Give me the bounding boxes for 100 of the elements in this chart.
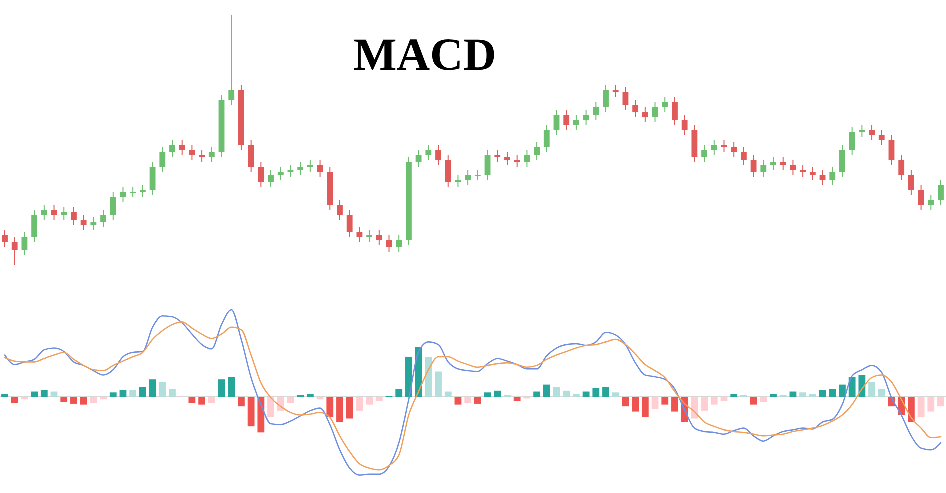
- candlestick: [888, 134, 895, 166]
- candlestick: [721, 140, 728, 153]
- candlestick: [228, 14, 235, 106]
- bar: [425, 356, 432, 397]
- candlestick: [160, 147, 166, 173]
- bar: [632, 397, 640, 412]
- candlestick: [750, 154, 757, 178]
- candlestick: [248, 140, 254, 173]
- bar: [2, 394, 8, 397]
- candlestick: [61, 207, 68, 220]
- candlestick: [731, 142, 738, 158]
- bar: [40, 390, 48, 397]
- candlestick: [80, 214, 87, 230]
- bar: [750, 397, 758, 405]
- bar: [316, 397, 324, 400]
- candlestick: [474, 170, 481, 180]
- bar: [790, 392, 797, 397]
- candlestick: [100, 210, 106, 228]
- candlestick: [317, 160, 324, 178]
- bar: [662, 397, 669, 405]
- bar: [90, 397, 98, 404]
- candlestick: [869, 124, 875, 140]
- candlestick: [2, 230, 8, 248]
- candlestick: [366, 230, 373, 243]
- candlestick: [800, 164, 806, 178]
- bar: [720, 397, 728, 402]
- bar: [60, 397, 68, 402]
- candlestick: [780, 157, 786, 170]
- bar: [829, 389, 836, 397]
- candlestick: [908, 170, 914, 196]
- bar: [612, 392, 620, 397]
- candlestick: [938, 180, 944, 206]
- candlestick: [711, 140, 718, 156]
- candlestick: [337, 200, 343, 220]
- bar: [258, 397, 265, 433]
- candlestick: [41, 204, 48, 220]
- candlestick: [51, 204, 58, 220]
- candlestick: [465, 170, 472, 186]
- candlestick: [760, 160, 767, 178]
- bar: [169, 389, 176, 397]
- bar: [248, 397, 255, 427]
- bar: [553, 387, 560, 397]
- candlestick: [396, 234, 402, 253]
- bar: [878, 389, 886, 397]
- bar: [306, 394, 314, 397]
- bar: [563, 390, 570, 397]
- bar: [582, 392, 590, 397]
- candlestick: [593, 102, 600, 120]
- candlestick: [849, 127, 856, 156]
- candlestick: [544, 124, 550, 153]
- candlestick: [820, 170, 826, 186]
- candlestick: [445, 154, 452, 188]
- bar: [238, 397, 245, 407]
- candlestick: [189, 144, 196, 160]
- bar: [326, 397, 334, 418]
- candlestick: [810, 167, 816, 180]
- bar: [543, 384, 550, 397]
- bar: [691, 397, 698, 419]
- bar: [592, 388, 600, 397]
- bar: [868, 382, 876, 397]
- candlestick: [682, 114, 688, 136]
- candlestick: [928, 194, 934, 210]
- bar: [908, 397, 915, 422]
- candlestick: [32, 210, 38, 243]
- candlestick: [426, 144, 432, 160]
- candlestick: [494, 150, 501, 163]
- bar: [159, 382, 166, 397]
- bar: [484, 392, 492, 397]
- candlestick: [918, 184, 924, 210]
- candlestick: [307, 160, 314, 173]
- candlestick: [199, 150, 206, 163]
- candlestick: [564, 110, 570, 130]
- bar: [514, 397, 521, 402]
- candlestick: [386, 234, 392, 253]
- bar: [396, 389, 403, 397]
- candlestick: [662, 97, 668, 113]
- candlestick: [484, 150, 491, 180]
- bar: [454, 397, 462, 405]
- bar: [809, 394, 816, 397]
- bar: [622, 397, 630, 407]
- candlestick: [258, 162, 264, 188]
- candlestick: [514, 154, 520, 168]
- bar: [218, 380, 226, 397]
- bar: [366, 397, 373, 405]
- bar: [464, 397, 472, 404]
- bar: [188, 397, 196, 404]
- candlestick: [12, 237, 18, 266]
- candlestick: [376, 230, 382, 246]
- bar: [268, 397, 274, 418]
- bar: [534, 392, 540, 397]
- bar: [31, 392, 38, 397]
- candlestick: [790, 160, 796, 176]
- bar: [110, 392, 117, 397]
- candlestick: [603, 84, 609, 113]
- candlestick: [278, 167, 284, 180]
- candlestick: [573, 114, 580, 130]
- bar: [80, 397, 88, 405]
- bar: [21, 397, 28, 400]
- candlestick: [140, 184, 146, 198]
- bar: [376, 397, 383, 402]
